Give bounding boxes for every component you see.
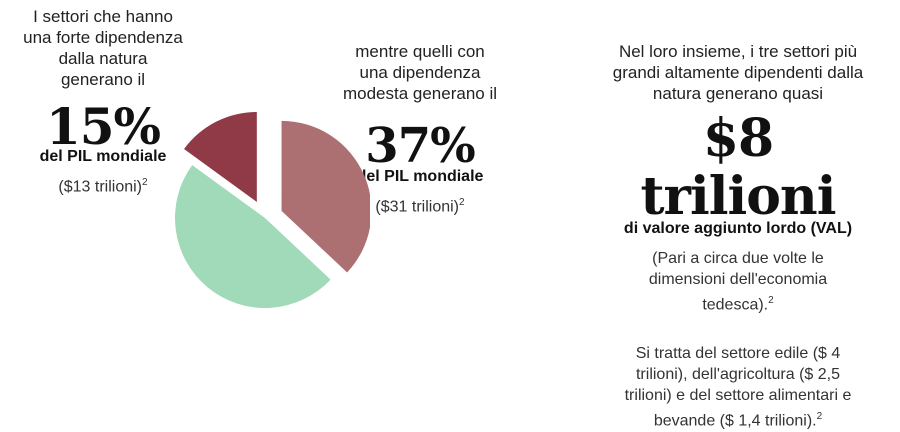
amount-text: ($31 trilioni) bbox=[375, 198, 460, 216]
note-line: bevande ($ 1,4 trilioni).2 bbox=[597, 406, 879, 431]
moderate-dependency-amount: ($31 trilioni)2 bbox=[325, 192, 515, 217]
high-dependency-gdp-label: del PIL mondiale bbox=[39, 148, 167, 165]
intro-line: grandi altamente dipendenti dalla bbox=[612, 63, 864, 82]
moderate-dependency-intro: mentre quelli con una dipendenza modesta… bbox=[325, 41, 515, 104]
intro-line: Nel loro insieme, i tre settori più bbox=[618, 42, 858, 61]
amount-text: ($13 trilioni) bbox=[58, 178, 143, 196]
footnote-mark: 2 bbox=[768, 295, 774, 306]
intro-line: I settori che hanno bbox=[33, 7, 173, 26]
intro-line: generano il bbox=[60, 70, 146, 89]
intro-line: modesta generano il bbox=[342, 84, 498, 103]
note-line: dimensioni dell'economia bbox=[648, 271, 828, 288]
moderate-dependency-percent: 37% bbox=[365, 118, 475, 174]
top-sectors-intro: Nel loro insieme, i tre settori più gran… bbox=[597, 41, 879, 104]
top-sectors-block: Nel loro insieme, i tre settori più gran… bbox=[597, 41, 879, 432]
pie-slice-high-dependency bbox=[184, 111, 257, 202]
pie-slice-other bbox=[174, 165, 331, 309]
pie-slice-moderate-dependency bbox=[281, 120, 370, 273]
top-sectors-value: $8 trilioni bbox=[640, 108, 837, 227]
note-line: (Pari a circa due volte le bbox=[652, 250, 824, 267]
moderate-dependency-block: mentre quelli con una dipendenza modesta… bbox=[325, 41, 515, 217]
high-dependency-amount: ($13 trilioni)2 bbox=[8, 172, 198, 197]
note-line: Si tratta del settore edile ($ 4 bbox=[635, 345, 841, 363]
footnote-mark: 2 bbox=[816, 411, 823, 423]
intro-line: una forte dipendenza bbox=[23, 28, 183, 47]
gdp-dependency-pie-chart bbox=[174, 111, 370, 309]
sector-breakdown-note: Si tratta del settore edile ($ 4 trilion… bbox=[597, 343, 879, 431]
germany-comparison-note: (Pari a circa due volte le dimensioni de… bbox=[597, 248, 879, 315]
high-dependency-intro: I settori che hanno una forte dipendenza… bbox=[8, 6, 198, 90]
high-dependency-percent: 15% bbox=[45, 97, 161, 156]
note-line: trilioni), dell'agricoltura ($ 2,5 bbox=[635, 366, 841, 384]
intro-line: una dipendenza bbox=[359, 63, 481, 82]
note-text: tedesca). bbox=[702, 296, 769, 314]
note-line: tedesca).2 bbox=[597, 290, 879, 315]
footnote-mark: 2 bbox=[459, 197, 465, 208]
intro-line: natura generano quasi bbox=[652, 84, 824, 103]
note-text: bevande ($ 1,4 trilioni). bbox=[653, 412, 817, 430]
note-line: trilioni) e del settore alimentari e bbox=[624, 387, 852, 405]
top-sectors-gva-label: di valore aggiunto lordo (VAL) bbox=[623, 220, 853, 237]
intro-line: mentre quelli con bbox=[355, 42, 485, 61]
moderate-dependency-gdp-label: del PIL mondiale bbox=[356, 168, 484, 185]
intro-line: dalla natura bbox=[58, 49, 148, 68]
footnote-mark: 2 bbox=[142, 177, 148, 188]
high-dependency-block: I settori che hanno una forte dipendenza… bbox=[8, 6, 198, 197]
